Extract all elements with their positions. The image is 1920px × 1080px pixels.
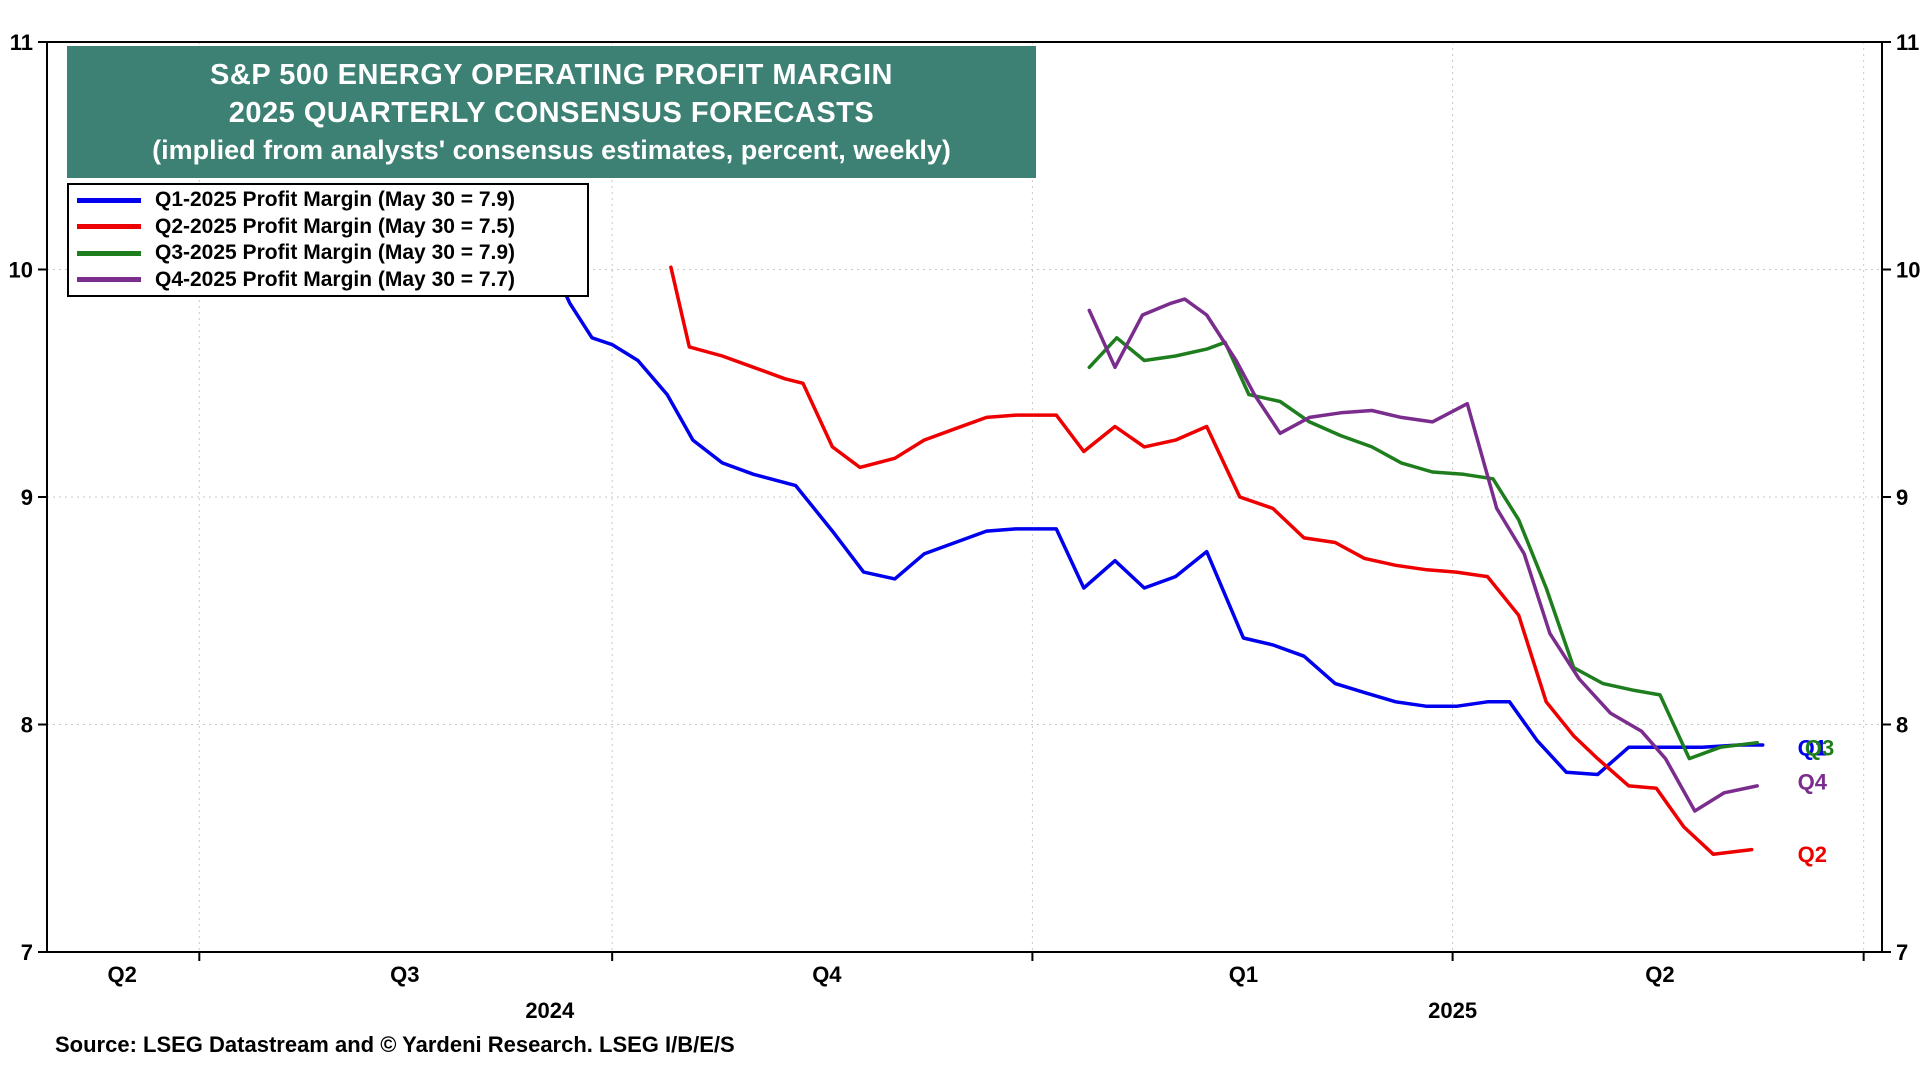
y-axis-label-right: 8	[1896, 713, 1908, 738]
x-axis-quarter-label: Q3	[390, 962, 419, 987]
y-axis-label-right: 9	[1896, 485, 1908, 510]
title-box: S&P 500 ENERGY OPERATING PROFIT MARGIN 2…	[67, 46, 1036, 178]
legend-label-q2: Q2-2025 Profit Margin (May 30 = 7.5)	[155, 214, 516, 238]
y-axis-label-left: 8	[21, 713, 33, 738]
series-end-label-q4: Q4	[1798, 769, 1828, 794]
x-axis-quarter-label: Q2	[1645, 962, 1674, 987]
x-axis-quarter-label: Q1	[1229, 962, 1258, 987]
legend-label-q4: Q4-2025 Profit Margin (May 30 = 7.7)	[155, 267, 516, 291]
y-axis-label-left: 7	[21, 940, 33, 965]
x-axis-year-label: 2024	[525, 998, 575, 1023]
y-axis-label-left: 9	[21, 485, 33, 510]
plot-frame	[46, 41, 1883, 953]
legend-label-q1: Q1-2025 Profit Margin (May 30 = 7.9)	[155, 188, 516, 212]
legend-swatch-q1-icon	[77, 197, 141, 203]
y-axis-label-right: 7	[1896, 940, 1908, 965]
legend-item-q3: Q3-2025 Profit Margin (May 30 = 7.9)	[69, 240, 587, 266]
chart-title-line2: 2025 QUARTERLY CONSENSUS FORECASTS	[228, 97, 875, 129]
y-axis-label-left: 11	[10, 30, 33, 55]
y-axis-label-right: 10	[1896, 258, 1920, 283]
legend-swatch-q4-icon	[77, 277, 141, 283]
x-axis-year-label: 2025	[1428, 998, 1477, 1023]
legend-item-q2: Q2-2025 Profit Margin (May 30 = 7.5)	[69, 214, 587, 240]
legend-label-q3: Q3-2025 Profit Margin (May 30 = 7.9)	[155, 241, 516, 265]
series-line-q4-2025	[1087, 297, 1759, 813]
chart-title-line1: S&P 500 ENERGY OPERATING PROFIT MARGIN	[210, 59, 893, 91]
legend-item-q1: Q1-2025 Profit Margin (May 30 = 7.9)	[69, 187, 587, 213]
legend-swatch-q3-icon	[77, 250, 141, 256]
source-note: Source: LSEG Datastream and © Yardeni Re…	[55, 1032, 735, 1057]
series-line-q2-2025	[669, 265, 1754, 856]
legend-swatch-q2-icon	[77, 224, 141, 230]
series-end-label-q2: Q2	[1798, 842, 1827, 867]
x-axis-quarter-label: Q4	[812, 962, 842, 987]
y-axis-label-left: 10	[9, 258, 33, 283]
x-axis-quarter-label: Q2	[108, 962, 137, 987]
series-end-label-q1: Q1	[1798, 735, 1827, 760]
legend-item-q4: Q4-2025 Profit Margin (May 30 = 7.7)	[69, 267, 587, 293]
series-line-q1-2025	[526, 210, 1765, 777]
series-line-q3-2025	[1087, 336, 1759, 761]
chart-title-line3: (implied from analysts' consensus estima…	[152, 135, 951, 165]
legend: Q1-2025 Profit Margin (May 30 = 7.9) Q2-…	[67, 183, 589, 297]
y-axis-label-right: 11	[1896, 30, 1919, 55]
series-end-label-q3: Q3	[1805, 735, 1834, 760]
